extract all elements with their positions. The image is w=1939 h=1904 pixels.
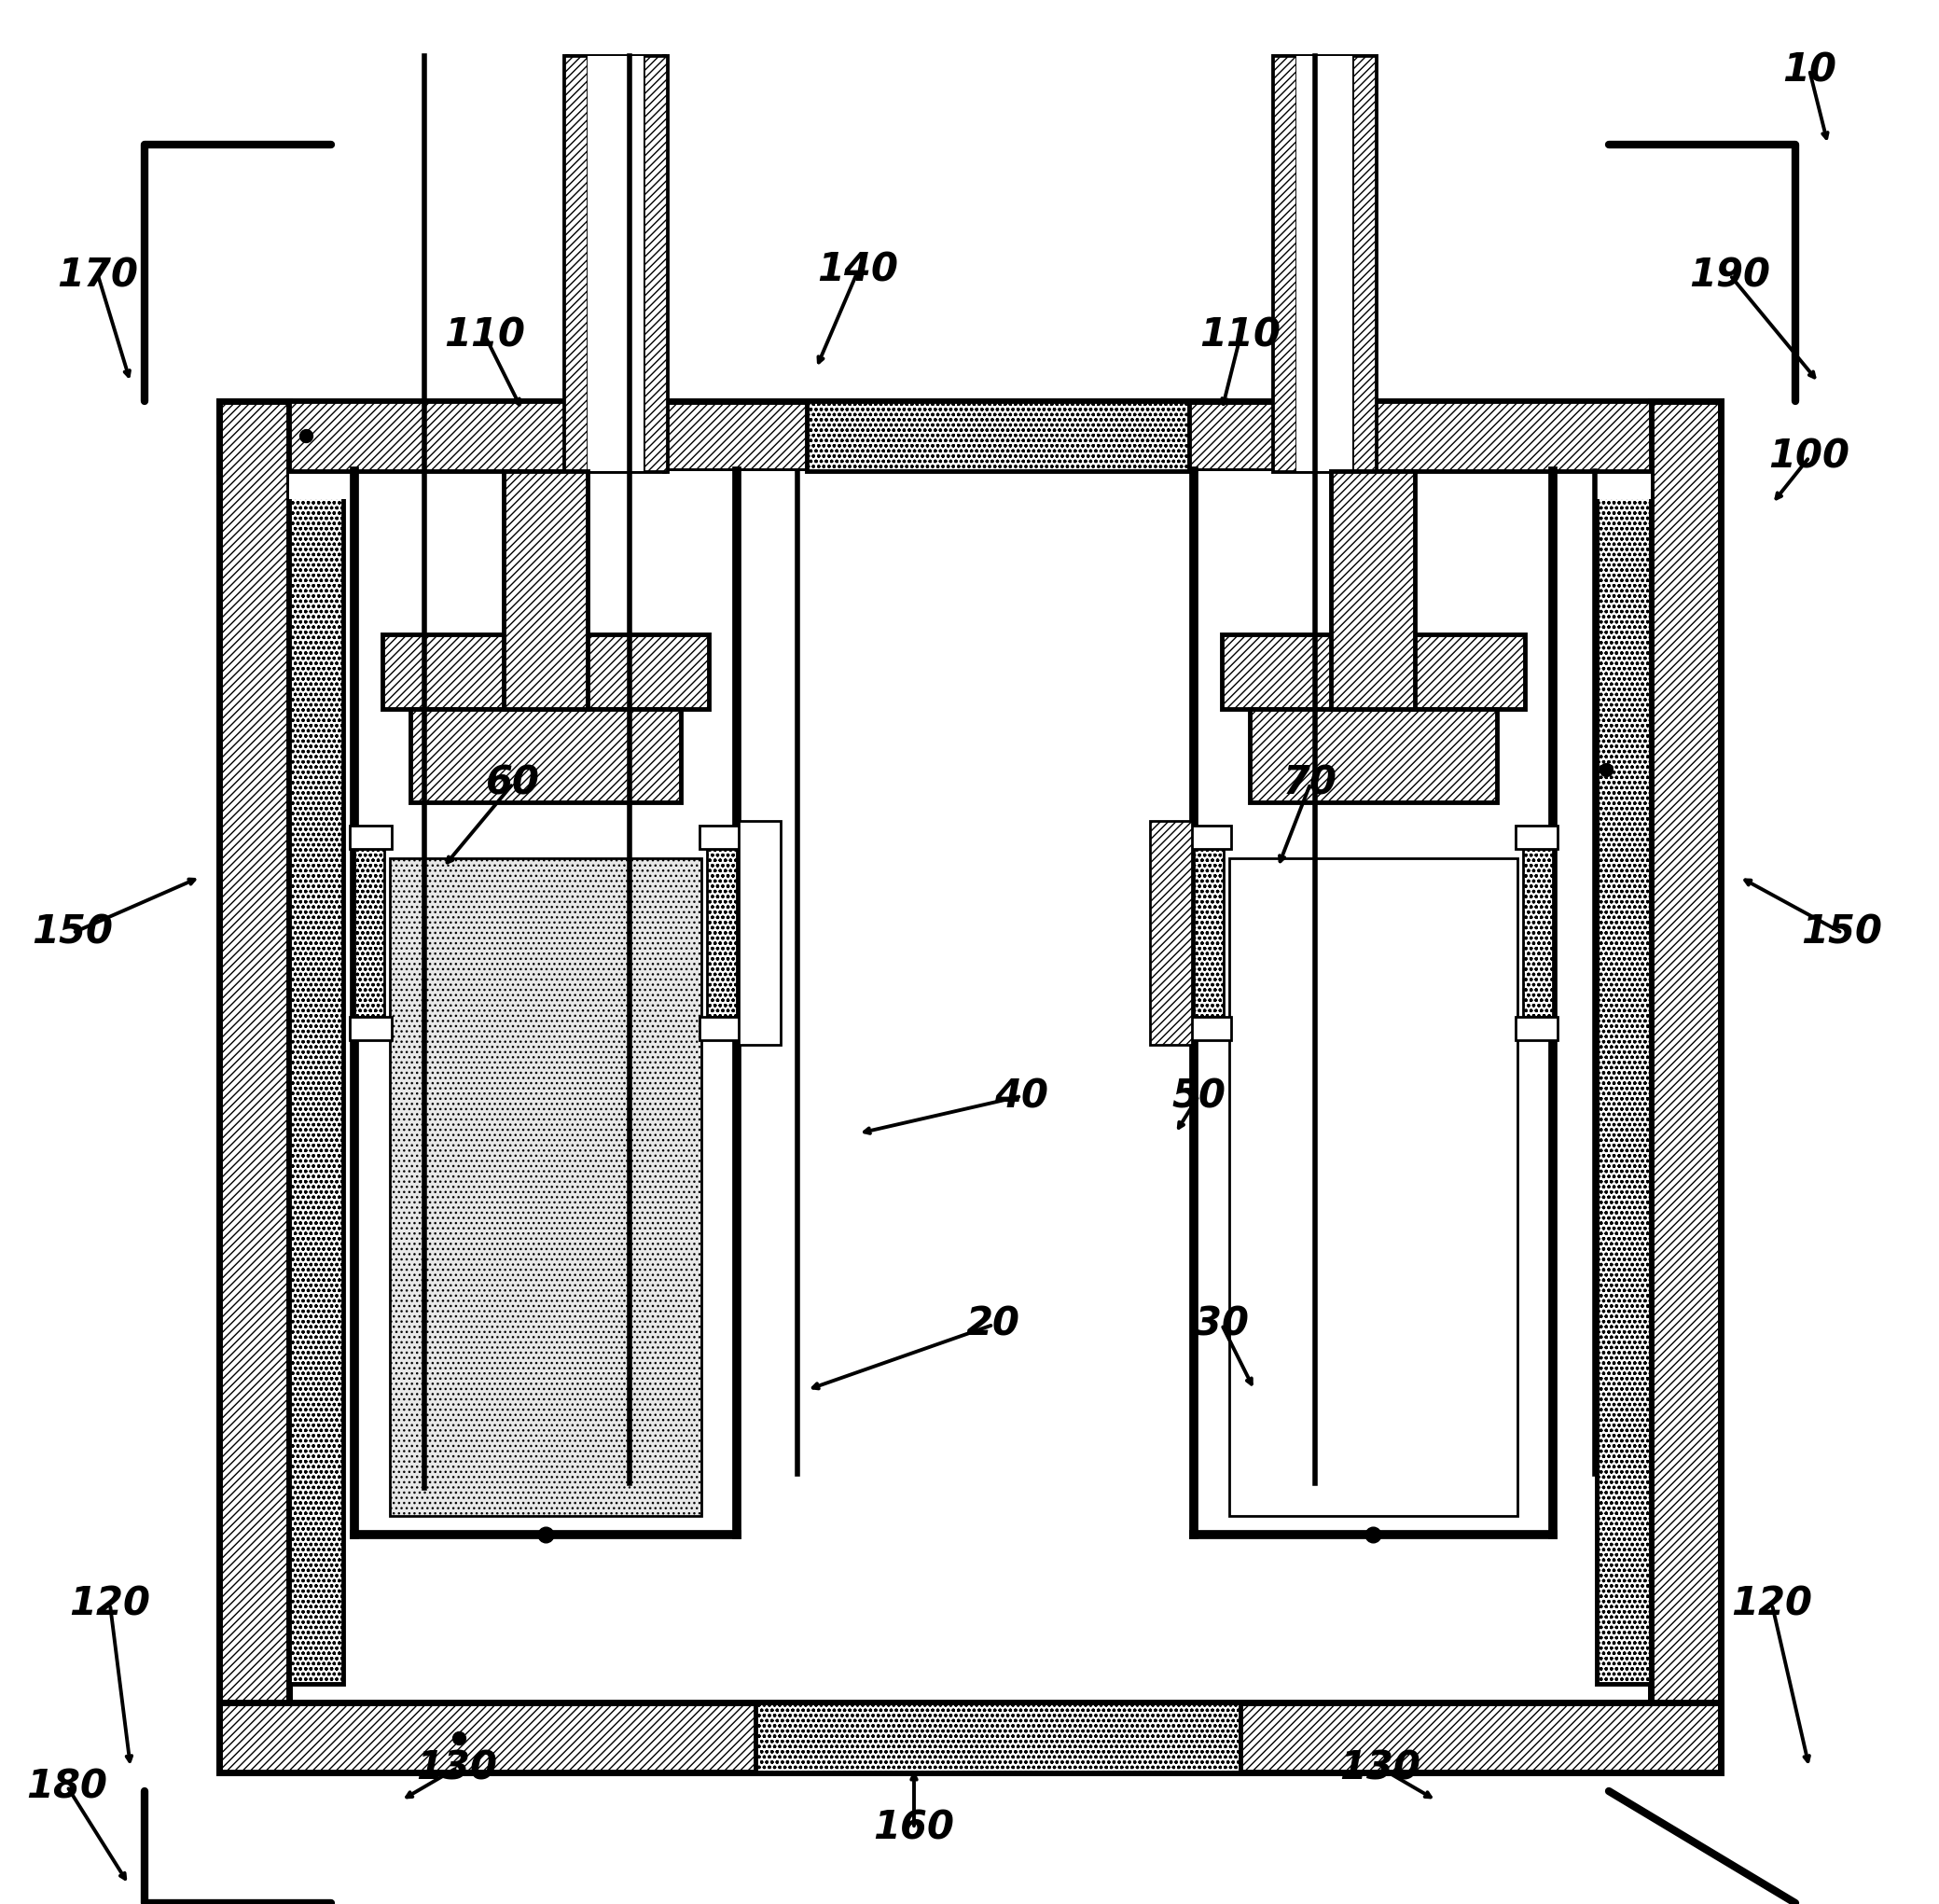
Bar [1189, 1017, 1231, 1040]
Text: 30: 30 [1194, 1304, 1249, 1344]
Bar [289, 489, 343, 1683]
Bar [382, 634, 710, 708]
Bar [1297, 55, 1351, 470]
Text: 150: 150 [1801, 914, 1883, 952]
Text: 60: 60 [487, 764, 539, 803]
Bar [564, 55, 588, 470]
Bar [564, 55, 667, 470]
Bar [1596, 489, 1650, 1683]
Bar [1229, 859, 1518, 1516]
Bar [1222, 634, 1524, 708]
Text: 130: 130 [417, 1748, 498, 1788]
Text: 120: 120 [70, 1584, 151, 1624]
Bar [1650, 402, 1720, 1773]
Text: 70: 70 [1284, 764, 1338, 803]
Bar [644, 55, 667, 470]
Text: 150: 150 [33, 914, 112, 952]
Bar [1251, 708, 1497, 802]
Text: 130: 130 [1340, 1748, 1421, 1788]
Bar [289, 470, 1650, 1702]
Bar [289, 402, 564, 470]
Bar [349, 826, 392, 849]
Bar [219, 402, 1720, 470]
Bar [700, 1017, 741, 1040]
Bar [504, 470, 588, 708]
Text: 50: 50 [1171, 1076, 1225, 1116]
Bar [411, 708, 681, 802]
Bar [568, 55, 663, 470]
Bar [588, 55, 644, 470]
Text: 20: 20 [966, 1304, 1020, 1344]
Text: 170: 170 [58, 255, 138, 295]
Bar [700, 826, 741, 849]
Text: 190: 190 [1689, 255, 1770, 295]
Bar [1522, 849, 1553, 1017]
Bar [289, 470, 1650, 499]
Text: 40: 40 [995, 1076, 1049, 1116]
Bar [1516, 826, 1557, 849]
Bar [219, 402, 289, 1773]
Bar [1351, 55, 1375, 470]
Bar [390, 859, 702, 1516]
Bar [739, 821, 781, 1045]
Text: 120: 120 [1732, 1584, 1813, 1624]
Text: 100: 100 [1768, 438, 1850, 476]
Text: 180: 180 [27, 1767, 109, 1807]
Text: 110: 110 [1200, 316, 1282, 356]
Text: 160: 160 [873, 1809, 954, 1849]
Bar [355, 849, 384, 1017]
Bar [1194, 849, 1224, 1017]
Bar [1274, 55, 1375, 470]
Text: 10: 10 [1782, 50, 1836, 89]
Bar [219, 1702, 1720, 1773]
Bar [349, 1017, 392, 1040]
Bar [708, 849, 737, 1017]
Bar [1189, 826, 1231, 849]
Bar [1150, 821, 1192, 1045]
Text: 140: 140 [818, 251, 898, 289]
Bar [1330, 470, 1415, 708]
Bar [756, 1702, 1241, 1773]
Bar [1516, 1017, 1557, 1040]
Bar [807, 402, 1189, 470]
Bar [1375, 402, 1650, 470]
Text: 110: 110 [444, 316, 525, 356]
Bar [1274, 55, 1297, 470]
